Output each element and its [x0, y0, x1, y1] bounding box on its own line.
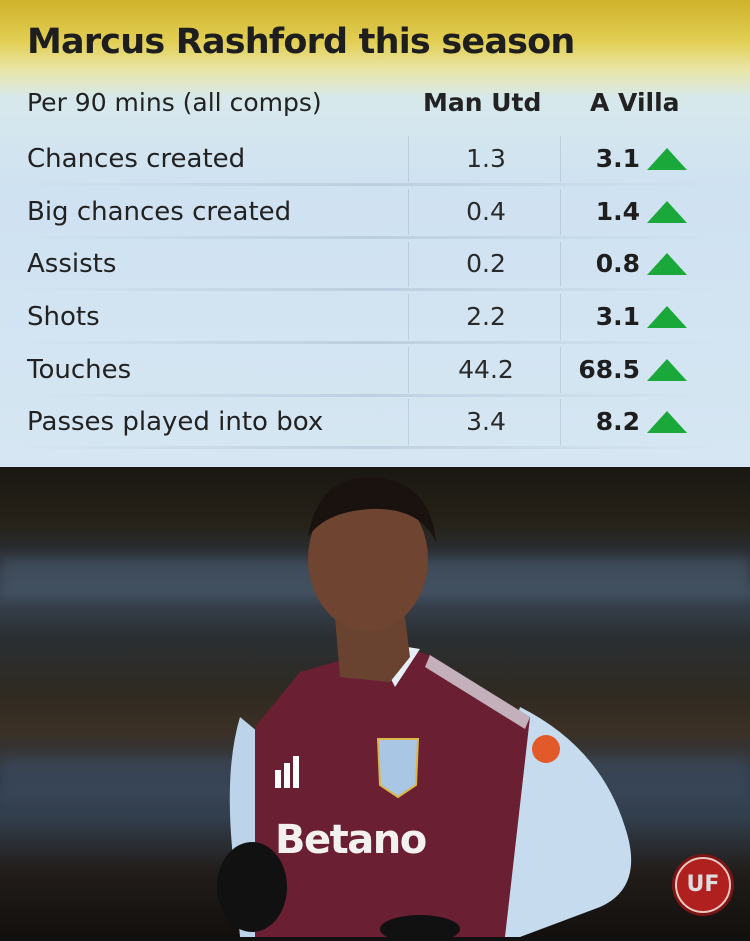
table-row: Passes played into box 3.4 8.2 [0, 397, 750, 449]
a-villa-value: 68.5 [578, 355, 640, 384]
column-divider [408, 241, 409, 287]
table-row: Touches 44.2 68.5 [0, 345, 750, 397]
table-row: Shots 2.2 3.1 [0, 292, 750, 344]
column-divider [408, 294, 409, 340]
man-utd-value: 2.2 [466, 302, 506, 331]
up-arrow-icon [647, 201, 687, 223]
page-title: Marcus Rashford this season [27, 22, 575, 62]
row-divider [20, 183, 720, 186]
table-row: Assists 0.2 0.8 [0, 239, 750, 291]
metric-label: Assists [27, 249, 117, 279]
up-arrow-icon [647, 359, 687, 381]
metric-label: Passes played into box [27, 407, 324, 437]
metric-label: Shots [27, 302, 100, 332]
column-divider [560, 294, 561, 340]
column-divider [560, 241, 561, 287]
man-utd-value: 3.4 [466, 407, 506, 436]
column-divider [408, 399, 409, 445]
column-divider [560, 399, 561, 445]
man-utd-value: 1.3 [466, 144, 506, 173]
column-header-man-utd: Man Utd [423, 88, 542, 117]
row-divider [20, 341, 720, 344]
metric-label: Chances created [27, 144, 246, 174]
man-utd-value: 44.2 [458, 355, 514, 384]
metric-label: Big chances created [27, 197, 292, 227]
table-row: Big chances created 0.4 1.4 [0, 187, 750, 239]
stats-panel: Marcus Rashford this season Per 90 mins … [0, 0, 750, 467]
row-divider [20, 446, 720, 449]
up-arrow-icon [647, 253, 687, 275]
a-villa-value: 8.2 [595, 407, 640, 436]
column-divider [560, 189, 561, 235]
watermark-logo: UF [675, 857, 731, 913]
a-villa-value: 0.8 [595, 249, 640, 278]
column-divider [408, 347, 409, 393]
player-image [0, 477, 750, 941]
column-divider [408, 189, 409, 235]
up-arrow-icon [647, 411, 687, 433]
man-utd-value: 0.4 [466, 197, 506, 226]
a-villa-value: 3.1 [595, 144, 640, 173]
row-divider [20, 236, 720, 239]
shirt-sponsor-text: Betano [275, 817, 427, 863]
a-villa-value: 1.4 [595, 197, 640, 226]
column-header-metric: Per 90 mins (all comps) [27, 88, 322, 117]
a-villa-value: 3.1 [595, 302, 640, 331]
row-divider [20, 288, 720, 291]
player-photo: Betano [0, 467, 750, 941]
metric-label: Touches [27, 355, 132, 385]
up-arrow-icon [647, 148, 687, 170]
up-arrow-icon [647, 306, 687, 328]
column-divider [560, 347, 561, 393]
column-header-a-villa: A Villa [590, 88, 680, 117]
table-row: Chances created 1.3 3.1 [0, 134, 750, 186]
man-utd-value: 0.2 [466, 249, 506, 278]
column-divider [408, 136, 409, 182]
column-divider [560, 136, 561, 182]
row-divider [20, 394, 720, 397]
